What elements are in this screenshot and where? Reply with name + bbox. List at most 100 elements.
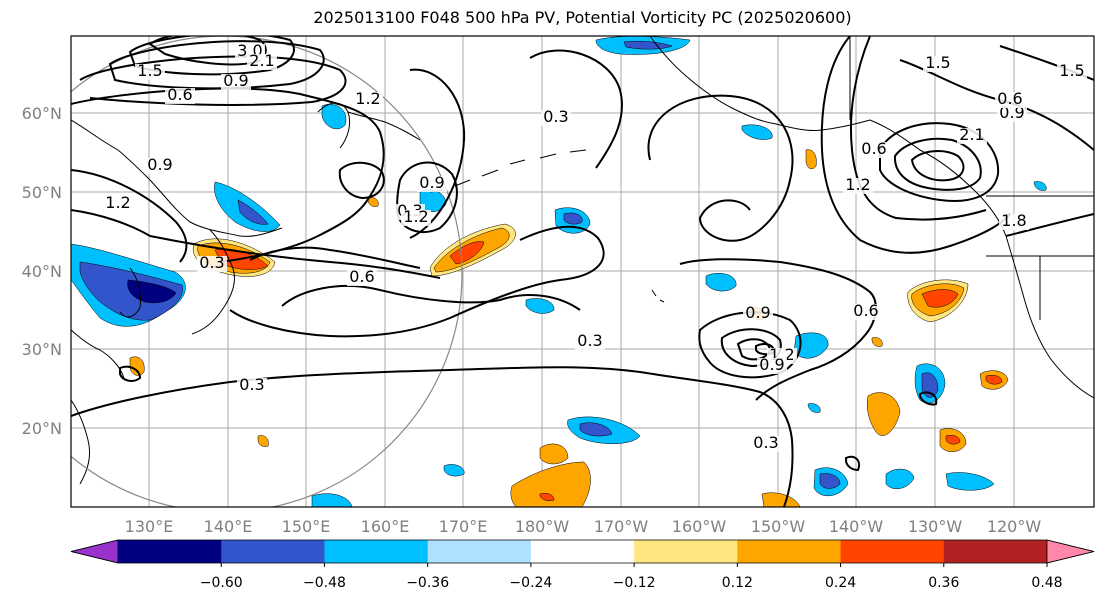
contour-label-bg — [995, 92, 1025, 108]
state-border — [849, 36, 1094, 320]
contour-label-bg — [999, 214, 1029, 230]
contour-line — [919, 391, 938, 406]
coastlines — [71, 36, 1094, 485]
contour-label: 0.3 — [199, 253, 224, 272]
colorbar-tick-label: −0.12 — [613, 575, 656, 591]
contour-label-bg — [417, 176, 447, 192]
pv-positive-patch — [985, 375, 1003, 385]
contour-line — [79, 55, 347, 106]
colorbar-outline — [70, 539, 1095, 564]
pv-positive-patch — [539, 493, 555, 502]
colorbar-tick-label: 0.48 — [1031, 575, 1062, 591]
contour-line — [71, 366, 794, 507]
colorbar-tick-label: 0.12 — [722, 575, 753, 591]
contour-label: 1.5 — [1059, 61, 1084, 80]
contour-line — [893, 137, 982, 191]
longitude-label: 140°W — [829, 517, 884, 536]
colorbar-extension-high — [1046, 539, 1095, 564]
contour-label-bg — [353, 92, 383, 108]
pv-positive-patch — [539, 443, 569, 465]
contour-label-bg — [997, 106, 1027, 122]
pv-negative-patch — [1033, 181, 1047, 191]
colorbar-tick-label: 0.24 — [825, 575, 856, 591]
contour-label: 1.2 — [105, 193, 130, 212]
kamchatka-coastline — [317, 102, 421, 149]
longitude-label: 130°E — [125, 517, 174, 536]
pv-negative-patch — [321, 104, 347, 130]
pv-negative-patch — [563, 212, 583, 225]
colorbar-tick-label: −0.60 — [200, 575, 243, 591]
contour-label-bg — [843, 178, 873, 194]
colorbar-bin — [634, 540, 738, 563]
contour-label: 0.9 — [419, 173, 444, 192]
contour-label: 1.5 — [925, 53, 950, 72]
contour-label: 0.9 — [745, 303, 770, 322]
pv-positive-patch — [871, 337, 883, 347]
pv-negative-patch — [127, 279, 177, 304]
pv-negative-patch — [623, 40, 673, 50]
pv-positive-patch — [510, 461, 591, 507]
pv-negative-patch — [921, 372, 939, 398]
pv-negative-patch — [525, 298, 555, 314]
alaska-coastline — [649, 36, 871, 131]
contour-line — [879, 122, 1000, 202]
pv-positive-patch — [921, 289, 959, 308]
asia-coastline — [71, 119, 283, 237]
contour-line — [119, 365, 142, 382]
pv-negative-patch — [705, 273, 737, 292]
longitude-label: 160°W — [672, 517, 727, 536]
colorbar-tick-label: −0.24 — [509, 575, 552, 591]
pv-positive-patch — [805, 149, 817, 170]
map-frame — [70, 35, 1095, 508]
contour-label: 0.6 — [167, 85, 192, 104]
latitude-labels: 60°N 50°N 40°N 30°N 20°N — [22, 104, 62, 438]
colorbar: −0.60 −0.48 −0.36 −0.24 −0.12 0.12 0.24 0.36 0.4… — [70, 539, 1095, 591]
contour-label: 2.1 — [959, 125, 984, 144]
contour-label: 1.2 — [403, 207, 428, 226]
colorbar-bin — [943, 540, 1048, 563]
contour-line — [71, 169, 188, 263]
pv-negative-patch — [945, 472, 995, 491]
contour-label-bg — [221, 74, 251, 90]
contour-label-bg — [757, 358, 787, 374]
contour-label: 0.6 — [853, 301, 878, 320]
latitude-label: 30°N — [22, 340, 62, 359]
contour-line — [229, 225, 605, 338]
contour-label: 0.3 — [239, 375, 264, 394]
pv-positive-patch — [129, 356, 145, 376]
colorbar-bin — [427, 540, 532, 563]
contour-label: 1.8 — [1001, 211, 1026, 230]
pv-negative-patch — [741, 124, 773, 140]
latitude-label: 60°N — [22, 104, 62, 123]
contour-label-bg — [957, 128, 987, 144]
contour-label: 0.6 — [861, 139, 886, 158]
colorbar-extension-low — [70, 539, 119, 564]
pv-positive-patch — [449, 241, 485, 265]
contour-label-bg — [145, 158, 175, 174]
contour-line — [1005, 213, 1094, 237]
contour-line — [529, 49, 623, 169]
longitude-label: 160°E — [361, 517, 410, 536]
pv-negative-patch — [237, 199, 269, 225]
contour-label-bg — [135, 64, 165, 80]
pv-positive-patch — [257, 435, 269, 447]
pv-negative-patch — [443, 464, 465, 477]
contour-line — [148, 36, 267, 66]
contour-label: 0.9 — [147, 155, 172, 174]
colorbar-tick-label: 0.36 — [928, 575, 959, 591]
colorbar-bin — [737, 540, 842, 563]
latitude-label: 20°N — [22, 419, 62, 438]
map-plot-area: 3.02.11.50.60.91.20.90.31.20.90.30.60.30… — [71, 36, 1094, 507]
colorbar-tick-label: −0.36 — [406, 575, 449, 591]
colorbar-bin — [221, 540, 325, 563]
colorbar-bin — [324, 540, 429, 563]
contour-label: 0.9 — [759, 355, 784, 374]
contour-label-bg — [751, 436, 781, 452]
contour-line — [820, 36, 1011, 254]
contour-label-bg — [197, 256, 227, 272]
contour-line — [910, 150, 965, 182]
contour-label-bg — [1057, 64, 1087, 80]
colorbar-bin — [530, 540, 635, 563]
japan-coastline — [191, 229, 235, 335]
